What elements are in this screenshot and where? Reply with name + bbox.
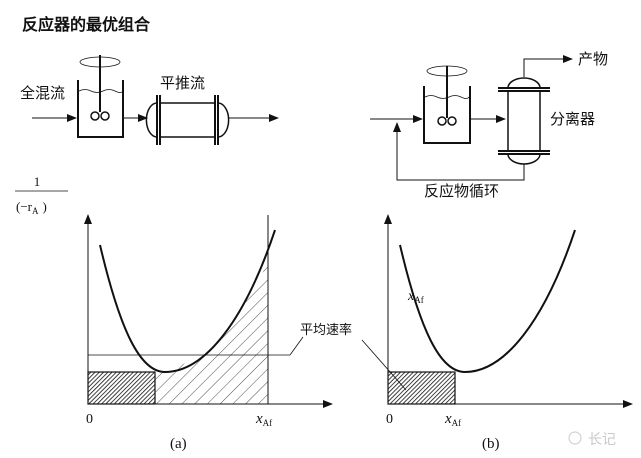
rotation-icon: [79, 56, 121, 68]
plot-a: 0 xAf (a): [84, 214, 333, 452]
figure-title: 反应器的最优组合: [22, 15, 151, 34]
product-label: 产物: [578, 50, 608, 68]
cstr-separator-recycle-diagram: 产物 分离器 反应物循环: [370, 50, 608, 200]
separator-label: 分离器: [550, 110, 595, 128]
cstr-area-hatch: [387, 371, 456, 405]
watermark: 长记: [568, 431, 616, 448]
impeller-icon: [90, 111, 100, 121]
curve-xaf-label: xAf: [407, 289, 424, 305]
cstr-tank: [77, 80, 124, 138]
pfr-area-hatch: [155, 262, 268, 404]
cstr-pfr-series-diagram: 全混流 平推流: [20, 55, 279, 145]
liquid-surface: [78, 89, 124, 93]
y-axis-label: 1 (−rA): [15, 174, 68, 216]
rate-curve: [99, 229, 276, 374]
cstr-label: 全混流: [20, 84, 65, 102]
caption-a: (a): [170, 436, 187, 452]
average-rate-leader: [361, 339, 407, 391]
caption-b: (b): [482, 436, 500, 452]
pfr-tube: [145, 95, 230, 145]
xaf-label: xAf: [255, 411, 272, 428]
cstr-tank: [423, 86, 471, 144]
pfr-label: 平推流: [160, 74, 205, 92]
recycle-line: [393, 122, 525, 181]
rotation-icon: [426, 65, 468, 77]
xaf-label: xAf: [444, 411, 461, 428]
rate-curve: [399, 229, 576, 374]
separator-vessel: [498, 77, 550, 165]
product-arrow: [523, 55, 573, 77]
cstr-area-hatch: [87, 371, 156, 405]
impeller-icon: [437, 116, 447, 126]
plot-b: xAf 0 xAf (b): [361, 214, 633, 452]
origin-label: 0: [86, 412, 93, 427]
origin-label: 0: [386, 412, 393, 427]
svg-text:(−rA): (−rA): [16, 199, 47, 216]
svg-text:1: 1: [34, 174, 41, 189]
average-rate-leader: [289, 336, 304, 356]
recycle-label: 反应物循环: [424, 182, 499, 200]
svg-text:长记: 长记: [588, 432, 616, 448]
average-rate-label: 平均速率: [300, 322, 352, 338]
